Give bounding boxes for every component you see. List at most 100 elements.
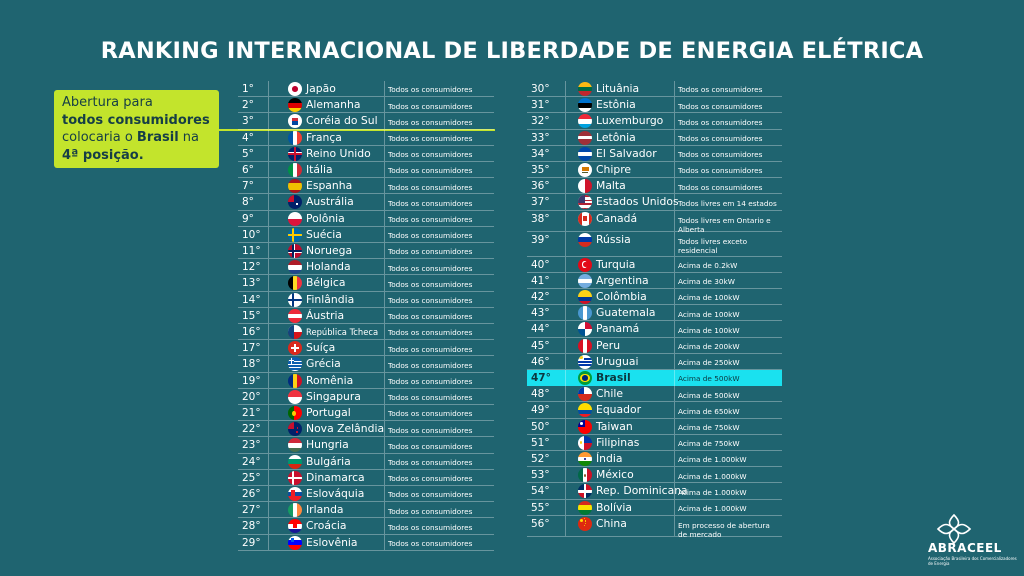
page-title: RANKING INTERNACIONAL DE LIBERDADE DE EN… [100,38,924,64]
table-row: 34° El Salvador Todos os consumidores [527,145,782,162]
rank-cell: 37° [531,196,550,209]
finland-flag-icon [288,292,302,307]
market-scope: Todos os consumidores [388,376,473,386]
spain-flag-icon [288,179,302,194]
column-divider [384,453,385,469]
croatia-flag-icon [288,519,302,534]
market-scope: Todos os consumidores [678,150,763,160]
country-name: Áustria [306,308,345,322]
table-row: 53° México Acima de 1.000kW [527,467,782,484]
rank-cell: 44° [531,323,550,336]
brazil-flag-icon [578,371,592,386]
panama-flag-icon [578,322,592,337]
country-name: Reino Unido [306,146,371,160]
austria-flag-icon [288,308,302,323]
country-name: Itália [306,163,333,177]
rank-cell: 43° [531,307,550,320]
column-divider [674,162,675,178]
table-row: 41° Argentina Acima de 30kW [527,272,782,289]
taiwan-flag-icon [578,419,592,434]
column-divider [384,275,385,291]
column-divider [674,515,675,536]
column-divider [268,534,269,550]
column-divider [268,518,269,534]
rank-cell: 29° [242,536,261,549]
column-divider [384,194,385,210]
column-divider [565,321,566,337]
column-divider [268,113,269,129]
column-divider [268,502,269,518]
column-divider [384,372,385,388]
table-row: 33° Letônia Todos os consumidores [527,129,782,146]
column-divider [565,272,566,288]
country-name: Turquia [596,257,636,271]
rank-cell: 6° [242,164,254,177]
colombia-flag-icon [578,290,592,305]
peru-flag-icon [578,338,592,353]
column-divider [674,402,675,418]
country-name: Peru [596,338,621,352]
column-divider [268,81,269,97]
italy-flag-icon [288,163,302,178]
column-divider [384,534,385,550]
bulgaria-flag-icon [288,454,302,469]
table-row: 35° Chipre Todos os consumidores [527,162,782,179]
rank-cell: 28° [242,520,261,533]
ireland-flag-icon [288,503,302,518]
country-name: Suécia [306,227,342,241]
column-divider [384,97,385,113]
column-divider [268,291,269,307]
country-name: Austrália [306,195,354,209]
country-name: Eslovênia [306,535,358,549]
rank-cell: 42° [531,291,550,304]
column-divider [565,386,566,402]
country-name: Canadá [596,211,638,225]
table-row: 13° Bélgica Todos os consumidores [238,275,494,292]
latvia-flag-icon [578,130,592,145]
table-row: 5° Reino Unido Todos os consumidores [238,145,494,162]
column-divider [565,483,566,499]
table-row: 23° Hungria Todos os consumidores [238,437,494,454]
table-row: 11° Noruega Todos os consumidores [238,243,494,260]
column-divider [565,162,566,178]
romania-flag-icon [288,373,302,388]
market-scope: Em processo de abertura de mercado [678,520,770,540]
column-divider [674,194,675,210]
country-name: China [596,516,627,530]
market-scope: Acima de 200kW [678,341,740,351]
country-name: Rep. Dominicana [596,484,688,498]
rank-cell: 11° [242,245,261,258]
rank-cell: 51° [531,436,550,449]
table-row: 1° Japão Todos os consumidores [238,81,494,98]
market-scope: Todos os consumidores [388,441,473,451]
market-scope: Todos os consumidores [388,393,473,403]
rank-cell: 13° [242,277,261,290]
table-row: 4° França Todos os consumidores [238,129,494,146]
country-name: Noruega [306,244,353,258]
table-row: 29° Eslovênia Todos os consumidores [238,534,494,551]
column-divider [674,272,675,288]
philippines-flag-icon [578,435,592,450]
column-divider [384,291,385,307]
column-divider [268,453,269,469]
market-scope: Acima de 0.2kW [678,260,738,270]
country-name: Dinamarca [306,470,365,484]
market-scope: Acima de 100kW [678,309,740,319]
table-row: 48° Chile Acima de 500kW [527,386,782,403]
column-divider [384,113,385,129]
market-scope: Todos os consumidores [388,344,473,354]
poland-flag-icon [288,211,302,226]
market-scope: Todos os consumidores [388,85,473,95]
country-name: Letônia [596,130,636,144]
column-divider [674,321,675,337]
czech-republic-flag-icon [288,325,302,340]
rank-cell: 36° [531,180,550,193]
rank-cell: 23° [242,439,261,452]
market-scope: Todos os consumidores [388,328,473,338]
column-divider [268,178,269,194]
country-name: Polônia [306,211,345,225]
rank-cell: 12° [242,261,261,274]
market-scope: Todos os consumidores [388,506,473,516]
column-divider [268,405,269,421]
column-divider [565,370,566,387]
